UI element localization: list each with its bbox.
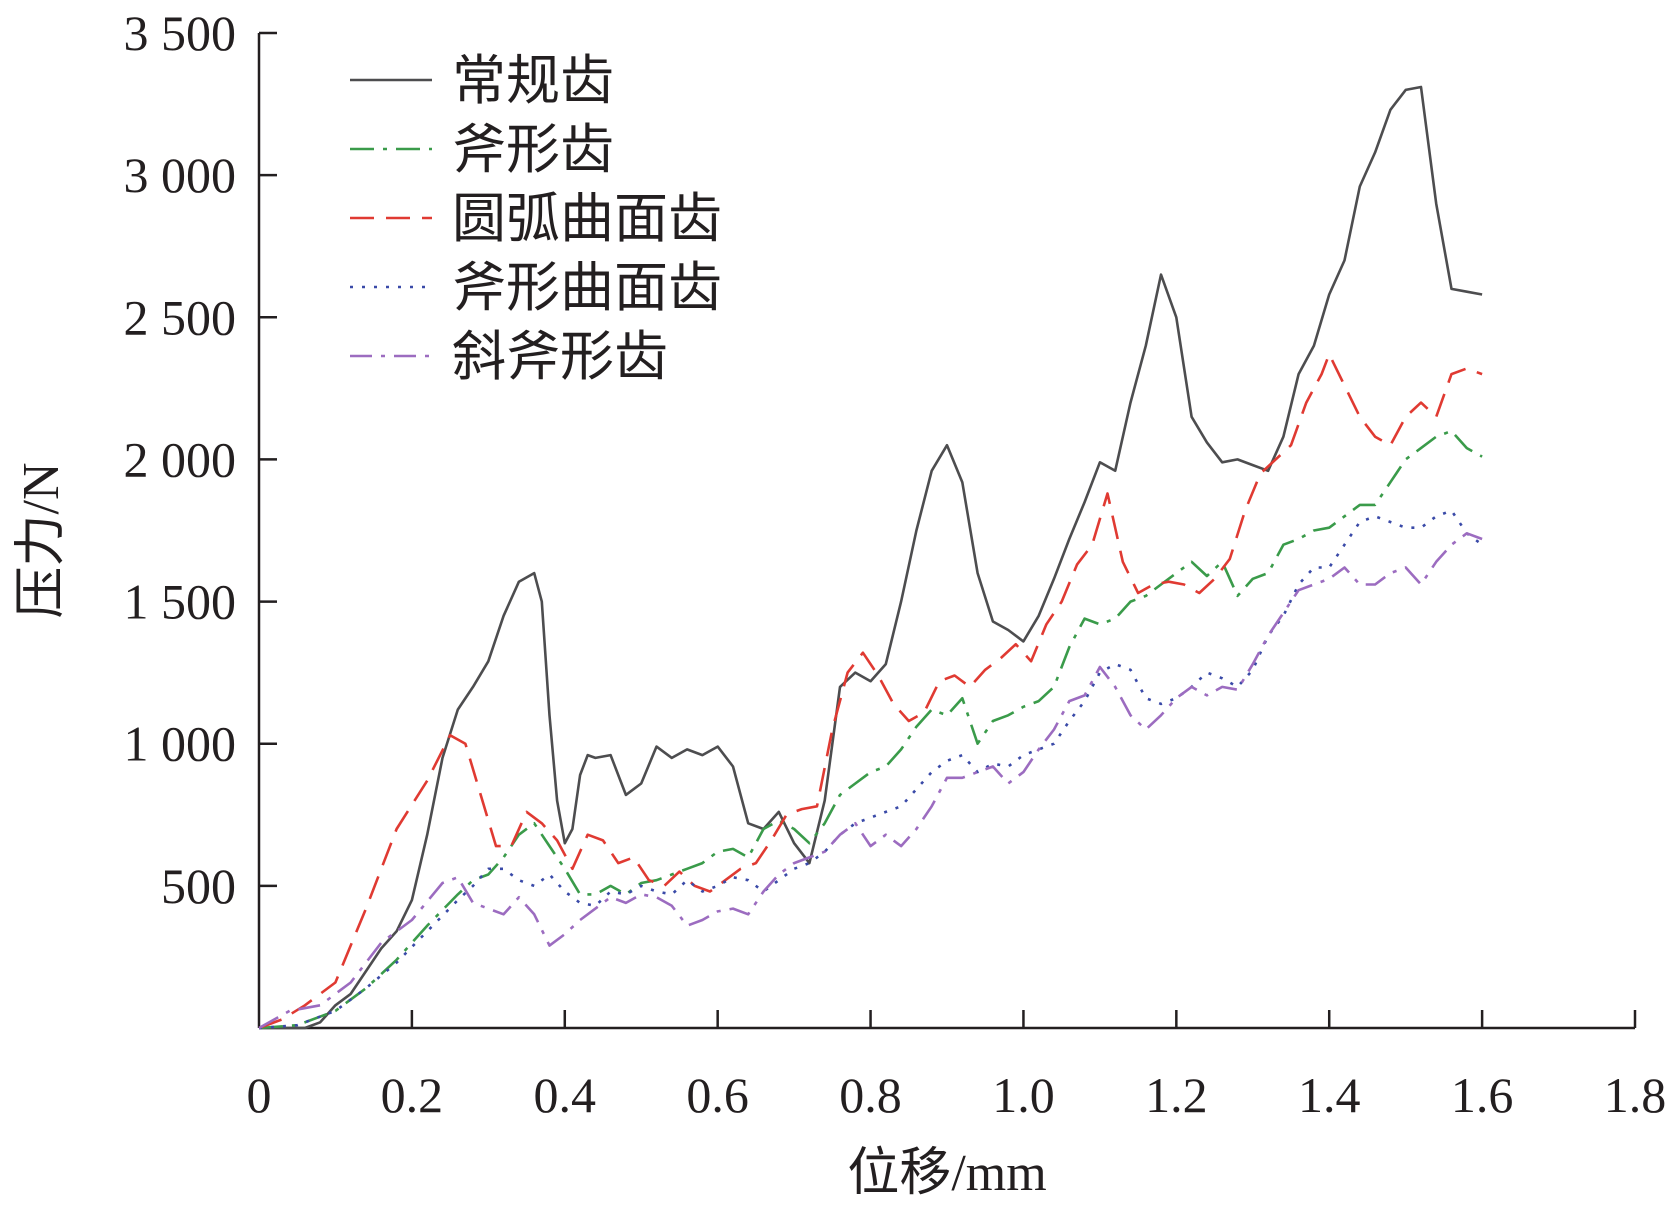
y-tick-label: 1 000 bbox=[124, 716, 237, 772]
legend-label: 斧形曲面齿 bbox=[452, 256, 722, 319]
legend-label: 斜斧形齿 bbox=[452, 325, 668, 388]
y-tick-label: 1 500 bbox=[124, 574, 237, 630]
y-tick-label: 3 000 bbox=[124, 147, 237, 203]
y-axis-label: 压力/N bbox=[13, 462, 70, 618]
x-tick-label: 1.2 bbox=[1145, 1067, 1208, 1123]
y-tick-label: 500 bbox=[161, 858, 236, 914]
y-tick-label: 2 500 bbox=[124, 289, 237, 345]
x-tick-label: 0.8 bbox=[839, 1067, 902, 1123]
series-line-3 bbox=[258, 352, 1483, 1030]
x-tick-label: 0.4 bbox=[534, 1067, 597, 1123]
y-tick-label: 2 000 bbox=[124, 431, 237, 487]
x-tick-label: 1.4 bbox=[1298, 1067, 1361, 1123]
series-layer bbox=[258, 85, 1483, 1030]
legend-label: 圆弧曲面齿 bbox=[452, 187, 722, 250]
x-tick-label: 0.6 bbox=[686, 1067, 749, 1123]
x-tick-label: 0.2 bbox=[381, 1067, 444, 1123]
series-line-1 bbox=[259, 85, 1483, 1030]
series-line-2 bbox=[258, 429, 1483, 1030]
x-tick-label: 1.8 bbox=[1604, 1067, 1667, 1123]
legend-label: 斧形齿 bbox=[452, 118, 614, 181]
x-tick-label: 1.0 bbox=[992, 1067, 1055, 1123]
x-tick-label: 1.6 bbox=[1451, 1067, 1514, 1123]
legend-label: 常规齿 bbox=[452, 49, 614, 112]
x-axis-label: 位移/mm bbox=[847, 1145, 1046, 1202]
series-line-4 bbox=[258, 509, 1483, 1030]
axes: 0 0.2 0.4 0.6 0.8 1.0 1.2 1.4 1.6 1.8 500 1 000 1 50… bbox=[124, 5, 1667, 1123]
y-tick-label: 3 500 bbox=[124, 5, 237, 61]
series-line-5 bbox=[258, 531, 1483, 1030]
x-tick-label: 0 bbox=[247, 1067, 272, 1123]
